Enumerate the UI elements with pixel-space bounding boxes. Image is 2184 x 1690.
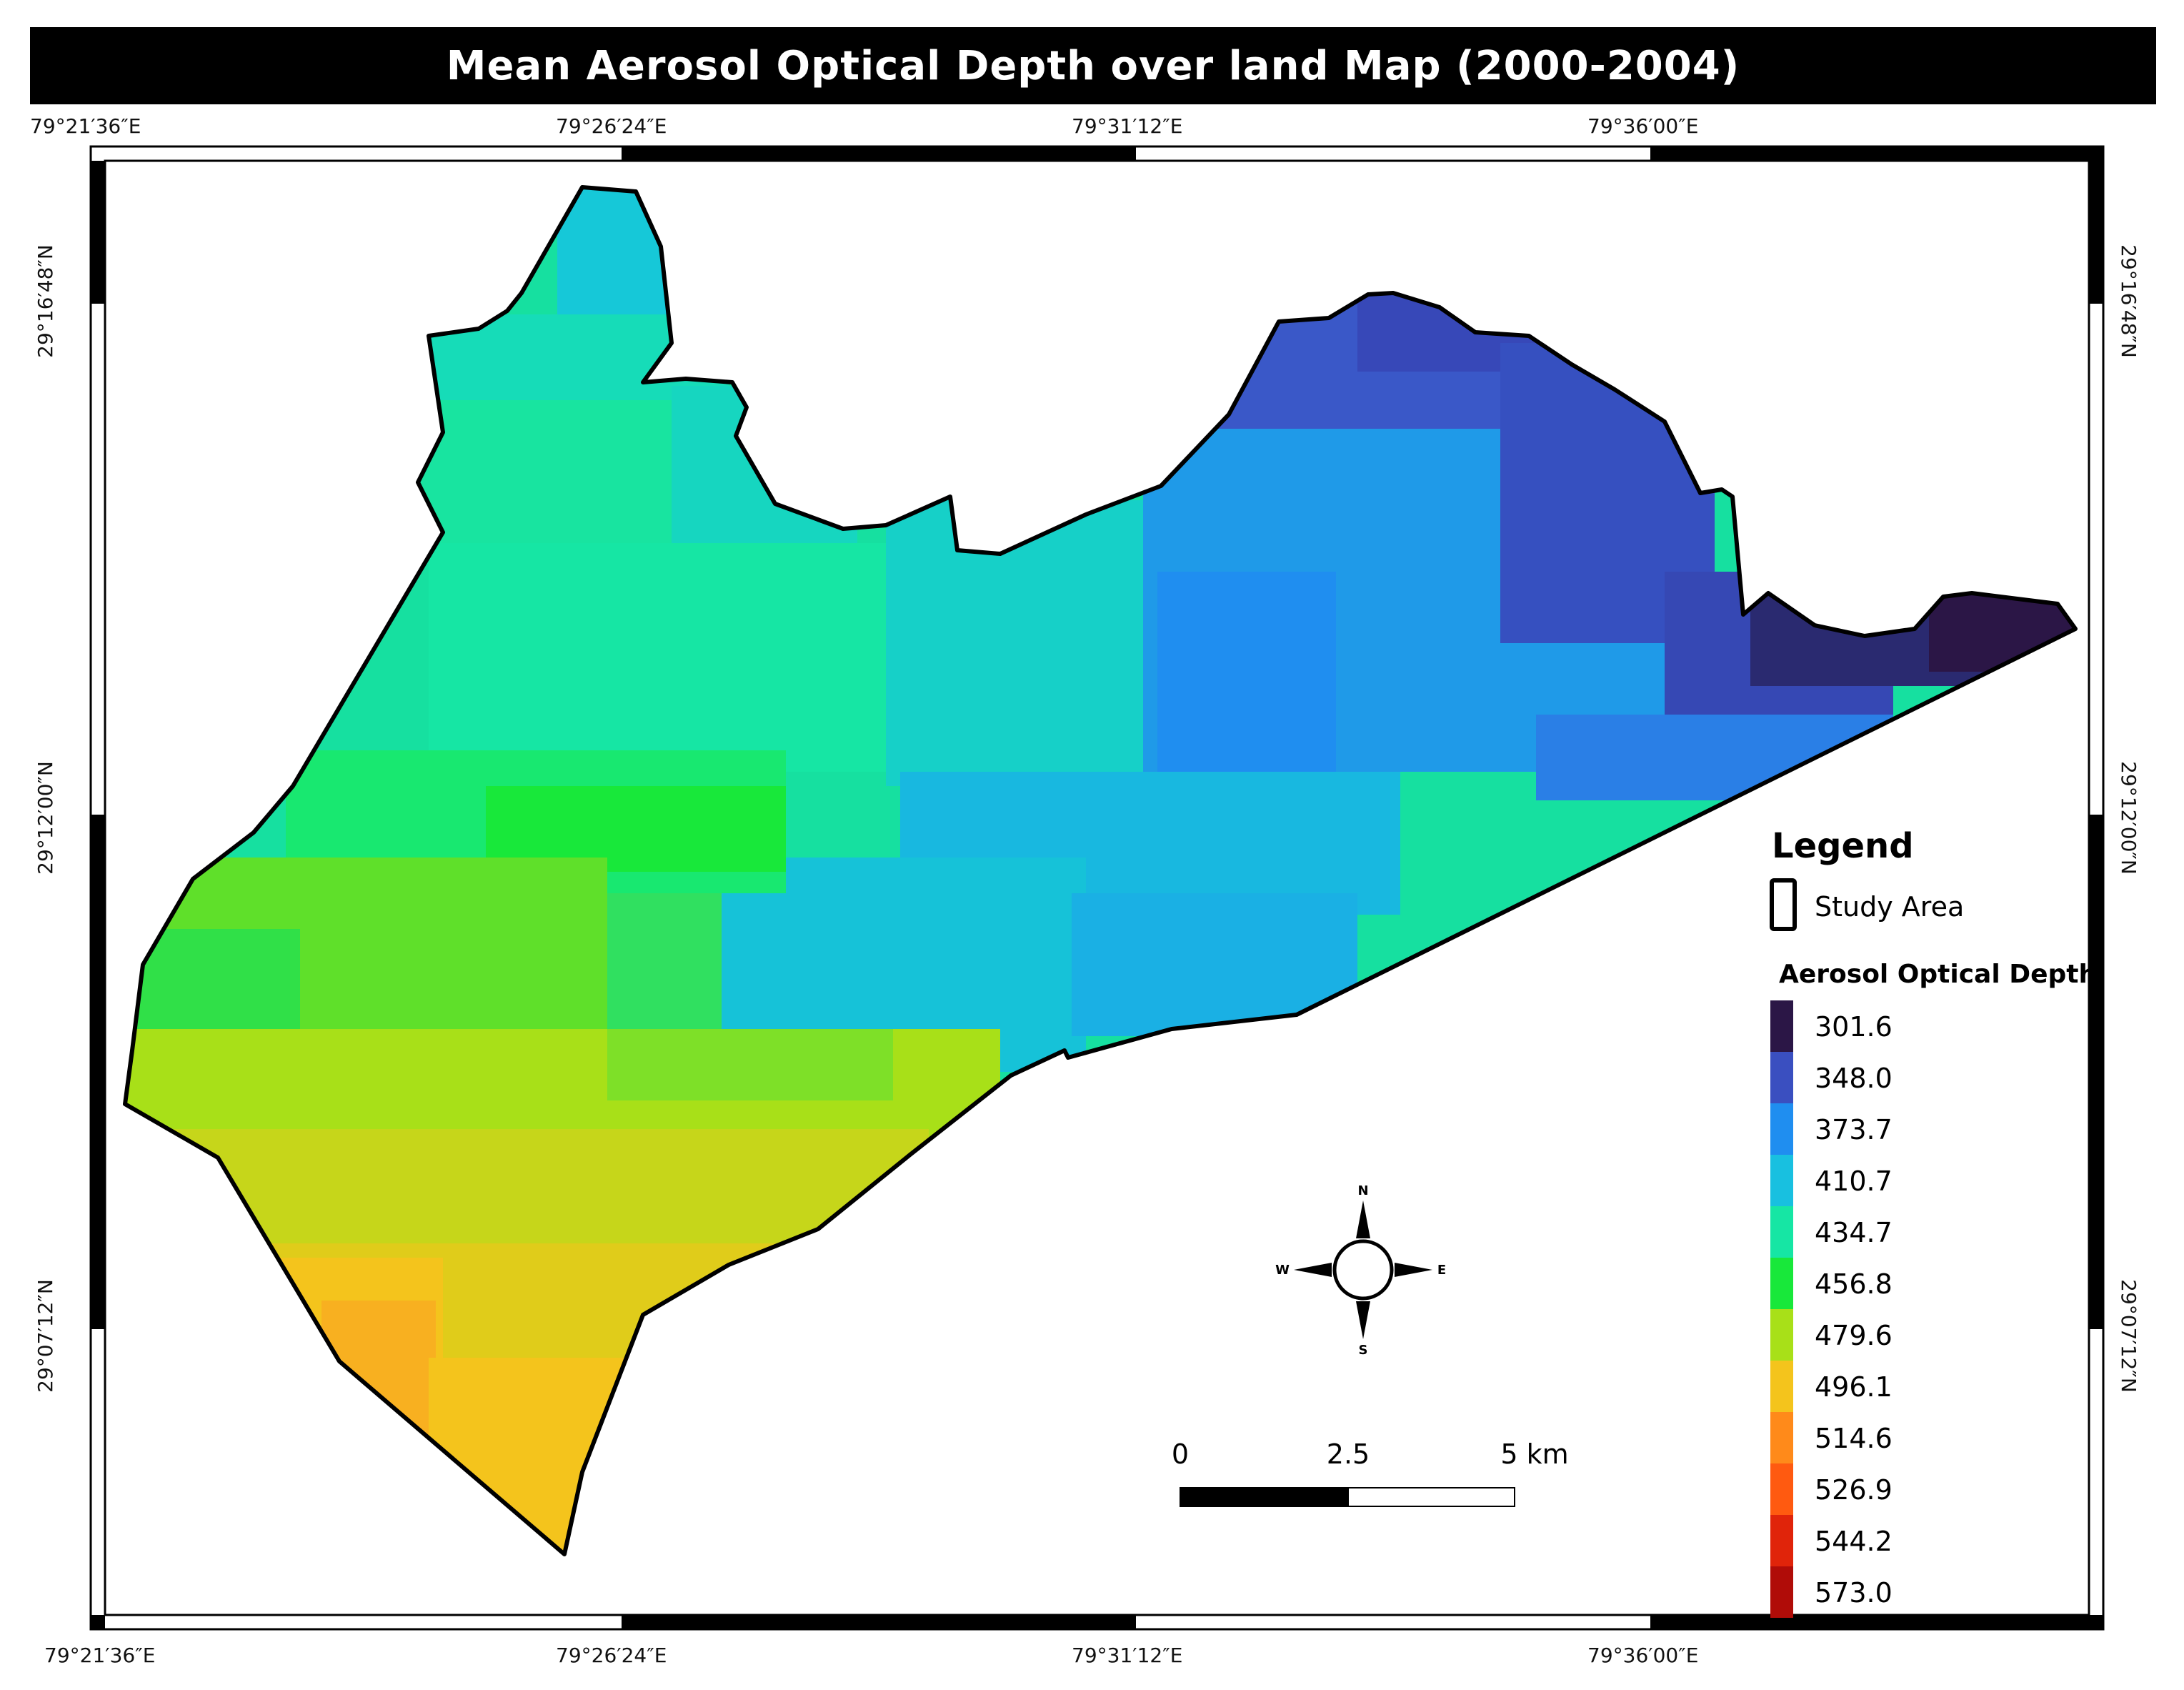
- compass-east-point: [1395, 1263, 1432, 1277]
- north-arrow: N S E W: [1275, 1183, 1446, 1358]
- study-area-label: Study Area: [1815, 891, 1964, 923]
- bottom-coord-label: 79°36′00″E: [1587, 1644, 1699, 1667]
- ramp-swatch: [1770, 1309, 1793, 1361]
- ramp-swatch: [1770, 1155, 1793, 1206]
- frame-bar: [91, 1615, 105, 1629]
- ramp-label: 434.7: [1815, 1217, 1893, 1248]
- top-coord-label: 79°31′12″E: [1072, 114, 1183, 138]
- study-area-swatch: [1770, 878, 1797, 931]
- compass-w-label: W: [1275, 1263, 1290, 1278]
- ramp-label: 456.8: [1815, 1268, 1893, 1300]
- scale-label: 2.5: [1327, 1438, 1370, 1470]
- frame-bar: [2089, 815, 2103, 1329]
- scale-bar-segment-light: [1347, 1487, 1515, 1507]
- ramp-swatch: [1770, 1463, 1793, 1515]
- compass-west-point: [1294, 1263, 1332, 1277]
- ramp-swatch: [1770, 1515, 1793, 1566]
- ramp-label: 544.2: [1815, 1526, 1893, 1557]
- ramp-swatch: [1770, 1412, 1793, 1463]
- ramp-title: Aerosol Optical Depth: [1779, 960, 2097, 989]
- scale-bar-segment-dark: [1180, 1487, 1349, 1507]
- compass-n-label: N: [1357, 1183, 1368, 1198]
- bottom-coord-label: 79°31′12″E: [1072, 1644, 1183, 1667]
- frame-bar: [2089, 161, 2103, 304]
- ramp-swatch: [1770, 1103, 1793, 1155]
- frame-bar: [622, 1615, 1136, 1629]
- color-ramp: [1770, 1000, 1793, 1618]
- ramp-swatch: [1770, 1000, 1793, 1052]
- top-coord-label: 79°26′24″E: [556, 114, 667, 138]
- frame-bar: [91, 161, 105, 304]
- map-title: Mean Aerosol Optical Depth over land Map…: [30, 27, 2156, 104]
- ramp-label: 573.0: [1815, 1577, 1893, 1609]
- ramp-swatch: [1770, 1566, 1793, 1618]
- compass-north-point: [1356, 1201, 1370, 1238]
- ramp-label: 526.9: [1815, 1474, 1893, 1506]
- frame-bar: [1650, 1615, 2103, 1629]
- legend-title: Legend: [1772, 826, 1914, 866]
- ramp-swatch: [1770, 1361, 1793, 1412]
- study-area-boundary: [123, 185, 2078, 1556]
- compass-circle: [1332, 1239, 1394, 1301]
- frame-bar: [622, 146, 1136, 161]
- frame-bar: [1650, 146, 2103, 161]
- bottom-coord-label: 79°21′36″E: [44, 1644, 156, 1667]
- ramp-swatch: [1770, 1206, 1793, 1258]
- scale-label: 5 km: [1500, 1438, 1568, 1470]
- ramp-label: 348.0: [1815, 1063, 1893, 1094]
- ramp-swatch: [1770, 1258, 1793, 1309]
- color-ramp-labels: 301.6 348.0 373.7 410.7 434.7 456.8 479.6 496.1…: [1815, 1011, 1893, 1609]
- ramp-label: 373.7: [1815, 1114, 1893, 1145]
- ramp-label: 410.7: [1815, 1165, 1893, 1197]
- bottom-coord-label: 79°26′24″E: [556, 1644, 667, 1667]
- ramp-label: 479.6: [1815, 1320, 1893, 1351]
- scale-bar: 0 2.5 5 km: [1172, 1438, 1569, 1507]
- ramp-label: 514.6: [1815, 1423, 1893, 1454]
- ramp-swatch: [1770, 1052, 1793, 1103]
- frame-bar: [91, 815, 105, 1329]
- ramp-label: 301.6: [1815, 1011, 1893, 1043]
- top-coord-label: 79°21′36″E: [30, 114, 141, 138]
- compass-south-point: [1356, 1301, 1370, 1339]
- ramp-label: 496.1: [1815, 1371, 1893, 1403]
- compass-e-label: E: [1437, 1263, 1446, 1278]
- compass-s-label: S: [1359, 1343, 1368, 1358]
- legend: Legend Study Area Aerosol Optical Depth …: [1770, 826, 2097, 1618]
- scale-label: 0: [1172, 1438, 1189, 1470]
- top-coord-label: 79°36′00″E: [1587, 114, 1699, 138]
